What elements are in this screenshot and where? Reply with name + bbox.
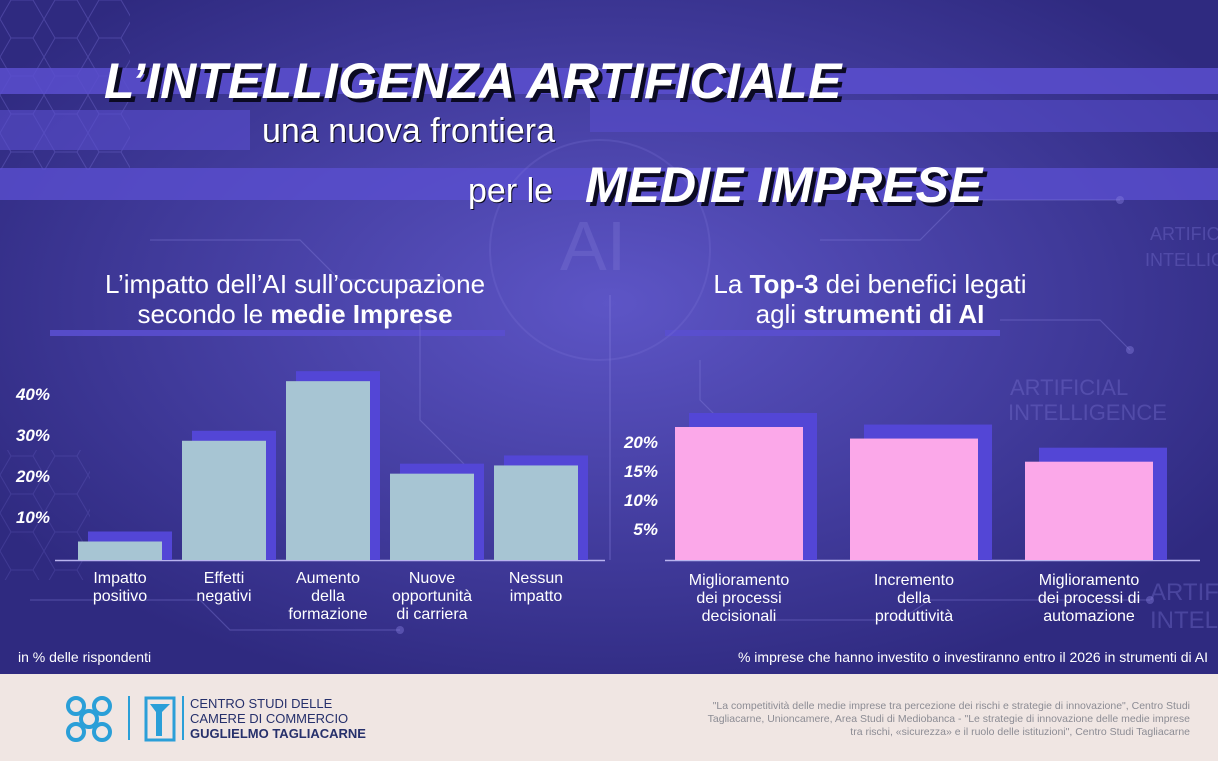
category-label: Nuove opportunità di carriera: [391, 570, 473, 623]
y-tick-label: 20%: [15, 466, 50, 486]
organization-name: CENTRO STUDI DELLE CAMERE DI COMMERCIO G…: [190, 696, 366, 741]
left-chart-note: in % delle rispondenti: [18, 649, 152, 665]
svg-text:AI: AI: [560, 207, 626, 285]
left-heading-line2: secondo le medie Imprese: [137, 299, 453, 329]
bar: [286, 381, 370, 560]
source-line-3: tra rischi, «sicurezza» e il ruolo delle…: [850, 726, 1190, 738]
source-line-2: Tagliacarne, Unioncamere, Area Studi di …: [707, 713, 1190, 725]
right-heading-line1: La Top-3 dei benefici legati: [713, 269, 1027, 299]
y-tick-label: 30%: [15, 425, 50, 445]
bar: [494, 465, 578, 560]
svg-text:ARTIFICIAL: ARTIFICIAL: [1010, 375, 1128, 400]
bar: [390, 473, 474, 560]
subtitle-prefix: per le: [468, 172, 554, 210]
bar: [78, 541, 162, 560]
source-line-1: "La competitività delle medie imprese tr…: [712, 700, 1190, 712]
category-label: Nessun impatto: [508, 570, 564, 605]
left-chart-heading: L’impatto dell’AI sull’occupazione secon…: [40, 269, 550, 329]
category-label: Impatto positivo: [92, 570, 148, 605]
tagliacarne-logo-icon: [144, 696, 176, 742]
svg-text:ARTIFIC: ARTIFIC: [1150, 224, 1218, 244]
svg-text:INTELL: INTELL: [1150, 607, 1218, 634]
category-label: Effetti negativi: [196, 570, 252, 605]
left-heading-line1: L’impatto dell’AI sull’occupazione: [104, 269, 486, 299]
subtitle-highlight: MEDIE IMPRESE: [585, 157, 983, 213]
svg-text:INTELLIGENCE: INTELLIGENCE: [1008, 400, 1167, 425]
svg-text:ARTIF: ARTIF: [1150, 579, 1218, 606]
logo-divider-2: [182, 696, 184, 740]
footer: CENTRO STUDI DELLE CAMERE DI COMMERCIO G…: [0, 674, 1218, 761]
right-heading-line2: agli strumenti di AI: [755, 299, 985, 329]
org-line-2: CAMERE DI COMMERCIO: [190, 711, 349, 726]
background-graphic: AI ARTIFIC INTELLIG ARTIFICIAL INTELLIGE…: [0, 0, 1218, 674]
svg-text:INTELLIG: INTELLIG: [1145, 250, 1218, 270]
bar: [182, 440, 266, 560]
right-chart-heading: La Top-3 dei benefici legati agli strume…: [630, 269, 1110, 329]
category-label: Aumento della formazione: [288, 570, 368, 623]
logo-divider: [128, 696, 130, 740]
subtitle-line: una nuova frontiera: [262, 112, 555, 150]
chart-1-plot: [55, 371, 605, 562]
source-citation: "La competitività delle medie imprese tr…: [600, 700, 1190, 739]
left-bar-chart: Impatto positivo Effetti negativi Aumento …: [0, 0, 610, 674]
y-tick-label: 10%: [15, 507, 50, 527]
right-chart-note: % imprese che hanno investito o investir…: [737, 649, 1208, 665]
org-line-3: GUGLIELMO TAGLIACARNE: [190, 726, 366, 741]
org-line-1: CENTRO STUDI DELLE: [190, 696, 333, 711]
camere-commercio-logo-icon: [66, 696, 112, 742]
y-tick-label: 40%: [15, 384, 50, 404]
main-title: L’INTELLIGENZA ARTIFICIALE: [104, 53, 842, 109]
